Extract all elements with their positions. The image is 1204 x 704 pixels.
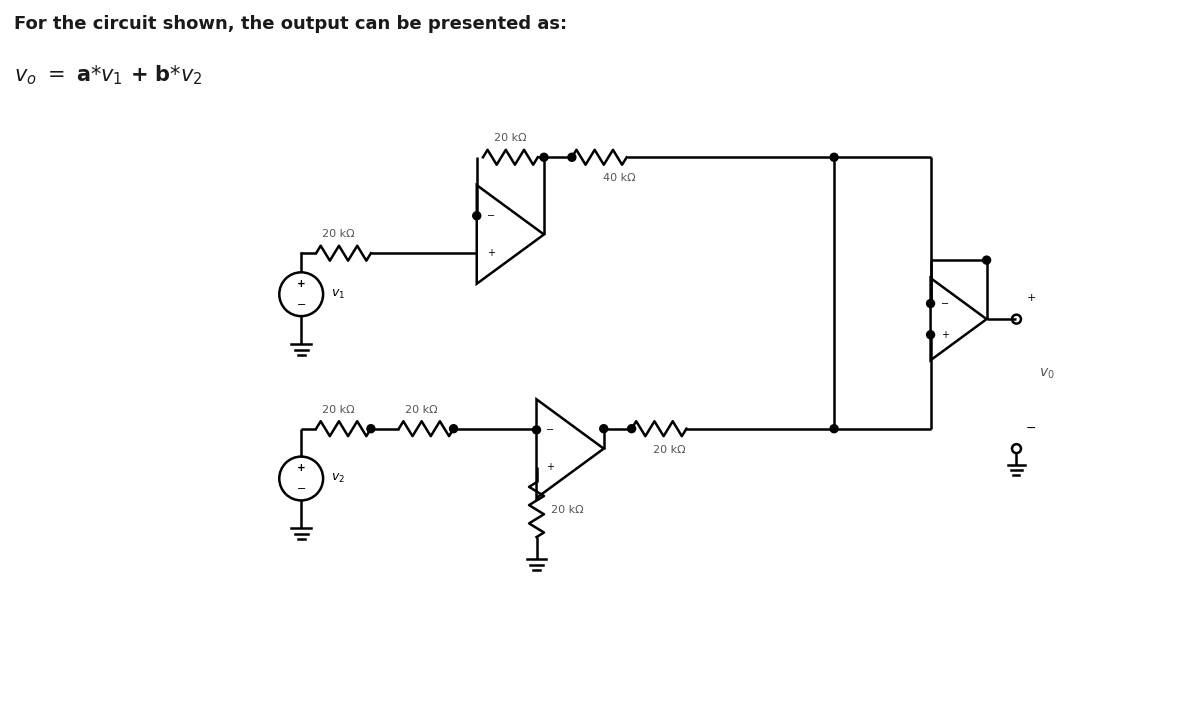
Text: −: − bbox=[547, 425, 555, 435]
Text: $\mathit{v_o}$ $=$ a$\mathit{*v_1}$ + b$\mathit{*v_2}$: $\mathit{v_o}$ $=$ a$\mathit{*v_1}$ + b$… bbox=[14, 63, 202, 87]
Text: +: + bbox=[297, 279, 306, 289]
Circle shape bbox=[367, 425, 374, 433]
Text: +: + bbox=[486, 249, 495, 258]
Text: $\mathit{v}_1$: $\mathit{v}_1$ bbox=[331, 288, 346, 301]
Text: −: − bbox=[1026, 422, 1037, 435]
Circle shape bbox=[473, 212, 480, 220]
Text: −: − bbox=[940, 298, 949, 308]
Text: For the circuit shown, the output can be presented as:: For the circuit shown, the output can be… bbox=[14, 15, 567, 33]
Circle shape bbox=[982, 256, 991, 264]
Text: 20 kΩ: 20 kΩ bbox=[551, 505, 584, 515]
Circle shape bbox=[532, 426, 541, 434]
Text: $\mathit{v}_0$: $\mathit{v}_0$ bbox=[1039, 367, 1055, 381]
Text: $\mathit{v}_2$: $\mathit{v}_2$ bbox=[331, 472, 346, 485]
Circle shape bbox=[600, 425, 608, 433]
Text: −: − bbox=[296, 300, 306, 310]
Text: −: − bbox=[296, 484, 306, 494]
Text: 40 kΩ: 40 kΩ bbox=[603, 173, 636, 183]
Text: −: − bbox=[486, 210, 495, 221]
Circle shape bbox=[927, 331, 934, 339]
Circle shape bbox=[627, 425, 636, 433]
Text: 20 kΩ: 20 kΩ bbox=[494, 133, 526, 144]
Text: 20 kΩ: 20 kΩ bbox=[653, 445, 685, 455]
Text: +: + bbox=[1027, 293, 1037, 303]
Circle shape bbox=[568, 153, 576, 161]
Text: +: + bbox=[547, 463, 555, 472]
Circle shape bbox=[541, 153, 548, 161]
Circle shape bbox=[830, 425, 838, 433]
Circle shape bbox=[830, 153, 838, 161]
Circle shape bbox=[449, 425, 458, 433]
Text: 20 kΩ: 20 kΩ bbox=[405, 405, 437, 415]
Text: 20 kΩ: 20 kΩ bbox=[323, 230, 355, 239]
Text: +: + bbox=[297, 463, 306, 473]
Circle shape bbox=[927, 299, 934, 308]
Text: 20 kΩ: 20 kΩ bbox=[323, 405, 355, 415]
Text: +: + bbox=[940, 329, 949, 340]
